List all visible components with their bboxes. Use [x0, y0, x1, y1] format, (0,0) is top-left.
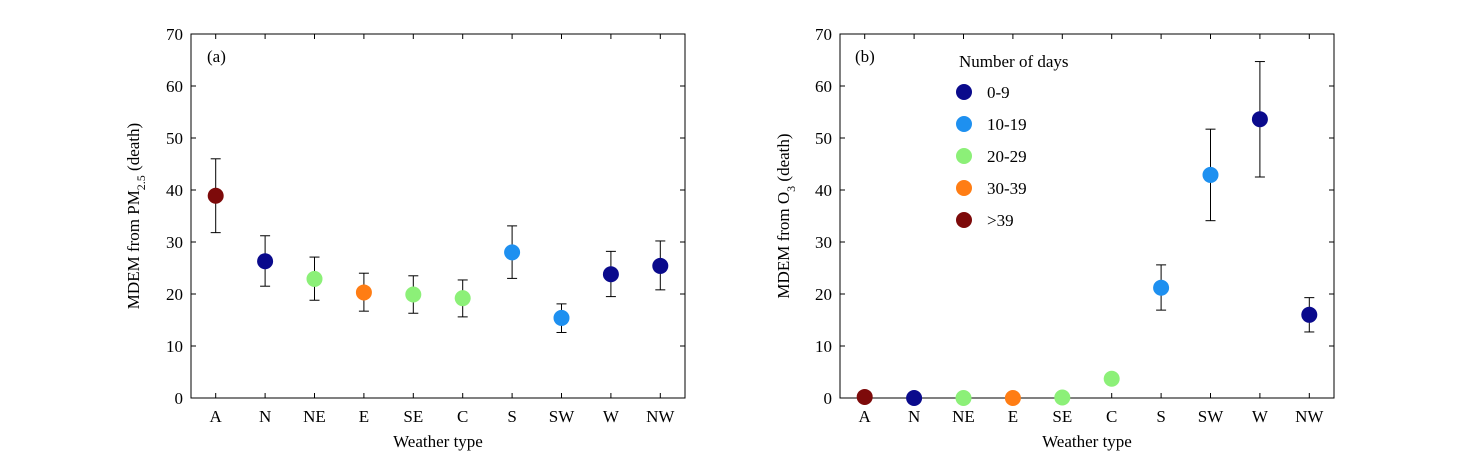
panel-label: (b) — [855, 47, 875, 66]
data-point — [257, 253, 274, 270]
data-point — [207, 187, 224, 204]
x-tick-label: S — [507, 407, 516, 426]
y-axis-label: MDEM from PM2.5 (death) — [124, 123, 148, 309]
x-tick-label: C — [457, 407, 468, 426]
x-tick-label: C — [1106, 407, 1117, 426]
y-tick-label: 60 — [815, 77, 832, 96]
x-tick-label: SW — [1198, 407, 1224, 426]
x-tick-label: SE — [1052, 407, 1072, 426]
legend-label: 0-9 — [987, 83, 1010, 102]
plot-frame — [839, 33, 1335, 399]
y-axis-label-prefix: MDEM from O — [774, 192, 793, 299]
x-axis-label: Weather type — [1042, 432, 1132, 451]
data-point — [906, 390, 923, 406]
legend-marker — [956, 84, 972, 100]
y-axis-label-subscript: 3 — [784, 186, 798, 192]
x-tick-label: S — [1156, 407, 1165, 426]
legend-title: Number of days — [959, 52, 1069, 71]
y-tick-label: 20 — [815, 285, 832, 304]
data-point — [1054, 389, 1071, 406]
data-point — [306, 270, 323, 287]
data-point — [355, 284, 372, 301]
plot-frame — [190, 33, 686, 399]
y-tick-label: 50 — [815, 129, 832, 148]
x-tick-label: N — [908, 407, 920, 426]
legend-label: >39 — [987, 211, 1014, 230]
y-tick-label: 10 — [166, 337, 183, 356]
data-point — [652, 257, 669, 274]
legend-marker — [956, 148, 972, 164]
legend-marker — [956, 212, 972, 228]
data-point — [454, 290, 471, 307]
panel-label: (a) — [207, 47, 226, 66]
panel-a: 0 10 20 30 40 50 60 70 A N NE E SE C S SW W NW Weather typ… — [124, 25, 686, 451]
data-point — [1251, 111, 1268, 128]
data-point — [1153, 279, 1170, 296]
x-tick-label: N — [259, 407, 271, 426]
y-tick-label: 50 — [166, 129, 183, 148]
y-axis-label-suffix: (death) — [774, 133, 793, 185]
legend: Number of days 0-9 10-19 20-29 30-39 >39 — [956, 52, 1069, 230]
x-tick-label: NE — [303, 407, 326, 426]
data-point — [553, 309, 570, 326]
x-tick-label: SW — [549, 407, 575, 426]
data-point — [1301, 306, 1318, 323]
panel-b: 0 10 20 30 40 50 60 70 A N NE E SE C S SW W NW Weather typ… — [774, 25, 1335, 451]
y-axis-label: MDEM from O3 (death) — [774, 133, 798, 298]
y-tick-label: 10 — [815, 337, 832, 356]
legend-label: 10-19 — [987, 115, 1027, 134]
x-tick-label: NW — [646, 407, 675, 426]
data-point — [1004, 390, 1021, 406]
data-point — [405, 286, 422, 303]
x-tick-label: W — [1252, 407, 1269, 426]
x-axis-label: Weather type — [393, 432, 483, 451]
data-point — [504, 244, 521, 261]
y-tick-label: 60 — [166, 77, 183, 96]
data-point — [856, 388, 873, 405]
x-tick-label: NW — [1295, 407, 1324, 426]
y-tick-label: 40 — [815, 181, 832, 200]
y-tick-label: 40 — [166, 181, 183, 200]
legend-label: 20-29 — [987, 147, 1027, 166]
data-point — [1103, 370, 1120, 387]
x-tick-label: A — [210, 407, 223, 426]
y-tick-label: 0 — [175, 389, 184, 408]
legend-label: 30-39 — [987, 179, 1027, 198]
x-tick-label: E — [359, 407, 369, 426]
x-tick-label: A — [859, 407, 872, 426]
x-tick-label: E — [1008, 407, 1018, 426]
y-tick-label: 30 — [815, 233, 832, 252]
x-tick-label: W — [603, 407, 620, 426]
y-axis-label-prefix: MDEM from PM — [124, 190, 143, 309]
data-point — [955, 390, 972, 406]
x-tick-label: SE — [403, 407, 423, 426]
data-point — [602, 266, 619, 283]
y-axis-label-suffix: (death) — [124, 123, 143, 175]
y-axis-label-subscript: 2.5 — [134, 175, 148, 190]
x-tick-label: NE — [952, 407, 975, 426]
y-tick-label: 70 — [815, 25, 832, 44]
y-tick-label: 70 — [166, 25, 183, 44]
data-point — [1202, 166, 1219, 183]
legend-marker — [956, 180, 972, 196]
y-tick-label: 20 — [166, 285, 183, 304]
y-tick-label: 0 — [824, 389, 833, 408]
y-tick-label: 30 — [166, 233, 183, 252]
legend-marker — [956, 116, 972, 132]
